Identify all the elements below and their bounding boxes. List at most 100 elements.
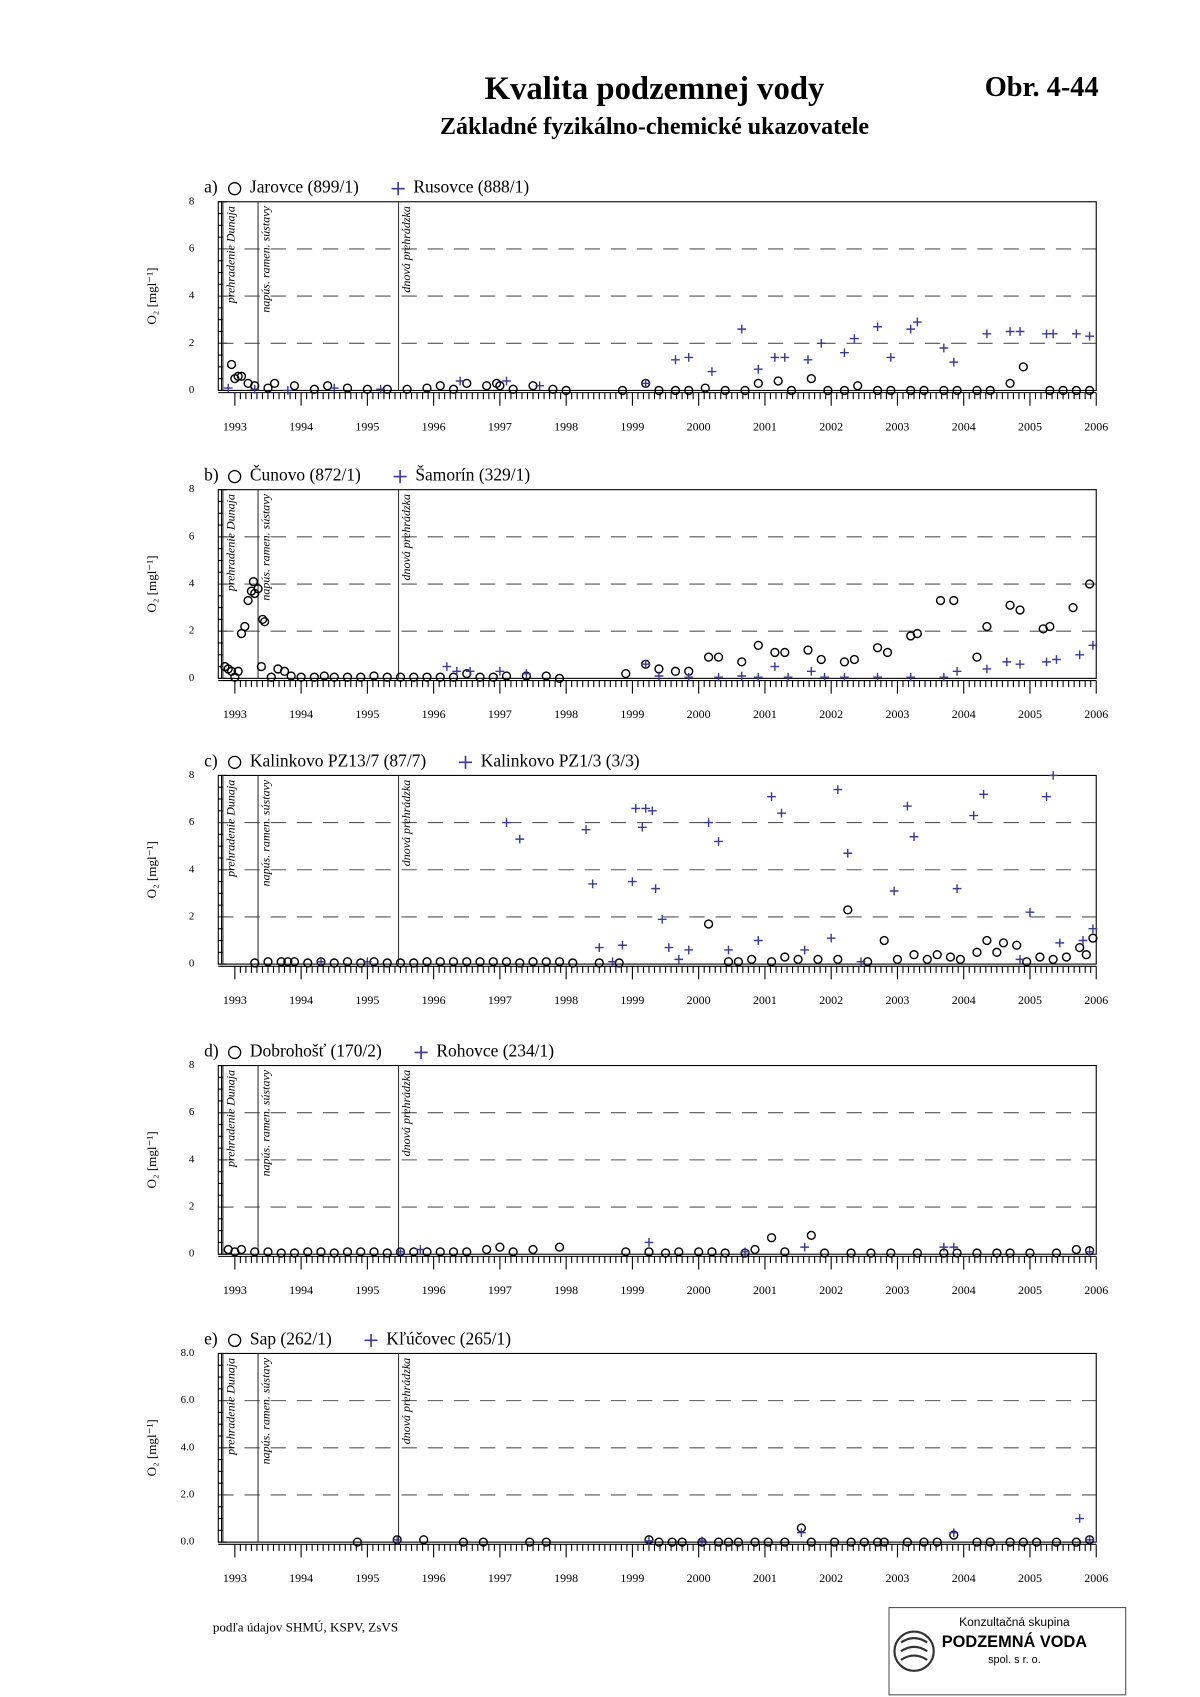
x-tick-label: 1995 xyxy=(355,993,379,1007)
circle-point xyxy=(839,657,850,667)
plus-point xyxy=(1052,655,1061,664)
circle-point xyxy=(1075,942,1085,953)
plus-point xyxy=(770,662,780,671)
x-tick-label: 2004 xyxy=(952,1283,976,1297)
plus-point xyxy=(594,943,604,952)
plus-point xyxy=(1048,329,1058,339)
legend-symbol xyxy=(458,755,473,769)
plus-point xyxy=(1042,657,1051,667)
circle-point xyxy=(309,672,319,682)
plus-point xyxy=(684,353,694,362)
plus-point xyxy=(376,384,385,394)
circle-point xyxy=(617,385,628,396)
plus-point xyxy=(803,355,813,365)
circle-point xyxy=(747,954,757,965)
plus-point xyxy=(654,671,664,681)
legend-symbol xyxy=(364,1333,378,1347)
plus-point xyxy=(820,672,829,682)
circle-point xyxy=(478,1537,488,1547)
legend-symbol xyxy=(391,182,405,196)
plus-point xyxy=(1078,936,1088,945)
event-label: napús. ramen. sústavy xyxy=(259,493,273,600)
plus-point xyxy=(714,672,723,682)
circle-point xyxy=(737,657,747,667)
plus-point xyxy=(850,334,859,343)
event-label: dnová prehrádzka xyxy=(399,780,413,866)
circle-point xyxy=(713,652,724,662)
circle-point xyxy=(972,1537,982,1547)
circle-point xyxy=(541,957,551,967)
y-tick-label: 4 xyxy=(189,1153,195,1165)
plus-point xyxy=(664,943,674,952)
event-label: prehradenie Dunaja xyxy=(223,780,237,878)
x-tick-label: 1996 xyxy=(422,707,446,721)
circle-point xyxy=(541,1537,551,1547)
circle-point xyxy=(670,385,681,396)
circle-point xyxy=(448,672,459,682)
circle-point xyxy=(816,654,826,665)
circle-point xyxy=(1051,1537,1062,1547)
x-tick-label: 2005 xyxy=(1018,1571,1042,1585)
page-title: Kvalita podzemnej vody xyxy=(485,71,825,107)
circle-point xyxy=(1084,579,1095,589)
circle-point xyxy=(1045,385,1055,396)
circle-point xyxy=(992,947,1002,957)
plus-point xyxy=(1055,938,1065,948)
legend-symbol xyxy=(227,182,242,196)
source-note: podľa údajov SHMÚ, KSPV, ZsVS xyxy=(213,1619,398,1634)
plus-point xyxy=(753,672,763,682)
circle-point xyxy=(780,1247,790,1257)
circle-point xyxy=(279,666,290,676)
circle-point xyxy=(422,383,432,393)
circle-point xyxy=(892,954,903,965)
circle-point xyxy=(806,1230,816,1240)
x-tick-label: 1998 xyxy=(554,1571,578,1585)
circle-point xyxy=(1031,1537,1042,1547)
circle-point xyxy=(1068,602,1078,613)
y-tick-label: 0 xyxy=(189,384,195,396)
circle-point xyxy=(919,1537,929,1547)
chart-panel: 0.0 2.0 4.0 6.0 8.0 1993 1994 1995 1996 1997 1998 1… xyxy=(144,1328,1108,1585)
circle-point xyxy=(289,957,300,967)
circle-point xyxy=(753,640,763,650)
event-label: dnová prehrádzka xyxy=(399,494,413,580)
circle-point xyxy=(660,1248,671,1258)
circle-point xyxy=(382,958,392,968)
circle-point xyxy=(369,1247,379,1257)
x-tick-label: 1995 xyxy=(355,1283,379,1297)
y-tick-label: 4.0 xyxy=(181,1441,195,1453)
circle-point xyxy=(906,385,916,396)
circle-point xyxy=(823,385,833,396)
circle-point xyxy=(912,628,922,639)
circle-point xyxy=(448,384,459,394)
panel-label: b) xyxy=(204,465,219,485)
x-tick-label: 2002 xyxy=(819,993,843,1007)
plus-point xyxy=(283,386,293,395)
circle-point xyxy=(258,614,268,625)
circle-point xyxy=(402,384,412,394)
circle-point xyxy=(1058,385,1068,396)
circle-point xyxy=(859,1537,869,1547)
circle-point xyxy=(1035,952,1045,962)
circle-point xyxy=(276,1248,286,1258)
event-label: napús. ramen. sústavy xyxy=(259,1357,273,1464)
circle-point xyxy=(806,1537,816,1547)
circle-point xyxy=(803,645,813,655)
panel-label: d) xyxy=(204,1040,219,1060)
circle-point xyxy=(780,647,790,658)
circle-point xyxy=(780,952,790,962)
circle-point xyxy=(435,381,445,391)
circle-point xyxy=(872,385,883,396)
legend-label: Čunovo (872/1) xyxy=(250,465,361,485)
plus-point xyxy=(684,945,694,955)
x-tick-label: 2006 xyxy=(1084,1283,1108,1297)
circle-point xyxy=(992,1248,1002,1258)
legend-label: Rohovce (234/1) xyxy=(436,1040,554,1060)
x-tick-label: 1998 xyxy=(554,993,578,1007)
plus-point xyxy=(1002,657,1012,667)
y-tick-label: 8 xyxy=(189,769,195,781)
plus-point xyxy=(1025,907,1035,917)
plus-point xyxy=(753,936,763,945)
circle-point xyxy=(843,905,853,915)
circle-point xyxy=(409,672,419,682)
